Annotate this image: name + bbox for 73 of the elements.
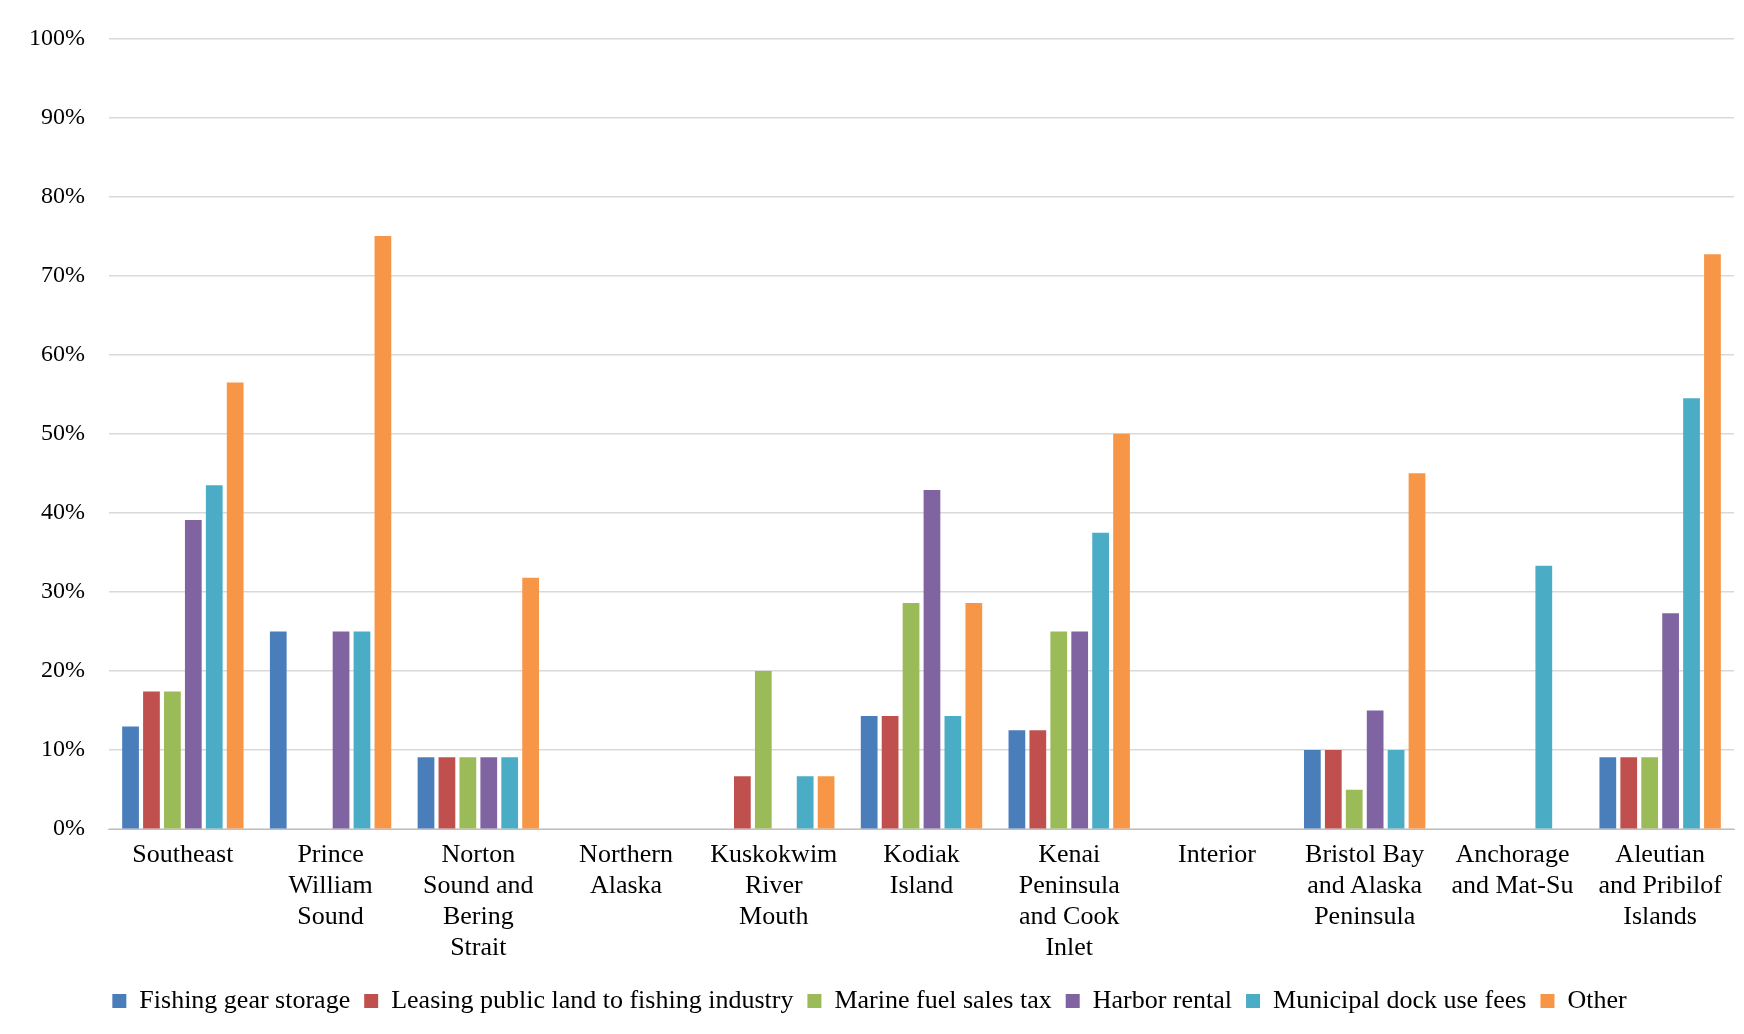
bar — [459, 757, 477, 829]
x-tick-label: Aleutian and Pribilof Islands — [1598, 838, 1723, 931]
y-tick-label: 20% — [40, 656, 85, 683]
bar — [205, 485, 223, 829]
bar — [944, 716, 962, 829]
bar — [1704, 254, 1721, 829]
bar — [332, 631, 350, 829]
bar — [501, 757, 519, 829]
x-tick-label: Anchorage and Mat-Su — [1451, 838, 1574, 899]
bar — [480, 757, 498, 829]
bar — [1113, 433, 1130, 829]
y-tick-label: 40% — [40, 498, 85, 525]
x-tick-label: Northern Alaska — [579, 838, 673, 899]
y-tick-label: 0% — [52, 814, 85, 841]
bar — [184, 520, 202, 829]
bar — [1641, 757, 1659, 829]
y-tick-label: 100% — [28, 23, 85, 50]
bar — [860, 716, 878, 829]
bar — [902, 603, 920, 829]
x-tick-label: Interior — [1177, 838, 1257, 868]
y-tick-label: 80% — [40, 181, 85, 208]
legend-label: Other — [1567, 984, 1627, 1014]
y-tick-label: 70% — [40, 260, 85, 287]
bar — [1303, 750, 1321, 829]
x-tick-label: Prince William Sound — [288, 838, 373, 931]
bar — [1387, 750, 1405, 829]
x-tick-label: Southeast — [132, 838, 235, 868]
legend-label: Harbor rental — [1092, 984, 1233, 1014]
bar — [269, 631, 287, 829]
x-tick-label: Kodiak Island — [883, 838, 960, 899]
bar — [353, 631, 371, 829]
bar — [522, 577, 539, 829]
x-tick-label: Norton Sound and Bering Strait — [423, 838, 534, 962]
bar — [1683, 398, 1700, 829]
y-tick-label: 10% — [40, 735, 85, 762]
y-tick-label: 90% — [40, 102, 85, 129]
bar — [122, 726, 139, 829]
bar — [1071, 631, 1089, 829]
bar — [1408, 473, 1426, 829]
bar — [1345, 789, 1363, 829]
x-tick-label: Kenai Peninsula and Cook Inlet — [1018, 838, 1121, 962]
x-tick-label: Kuskokwim River Mouth — [710, 838, 838, 931]
y-tick-label: 50% — [40, 419, 85, 446]
bar — [754, 671, 772, 829]
x-tick-label: Bristol Bay and Alaska Peninsula — [1305, 838, 1425, 931]
bar — [438, 757, 456, 829]
bar — [1366, 710, 1384, 829]
bar — [1008, 730, 1026, 829]
bar — [374, 236, 392, 829]
bar — [923, 489, 941, 829]
legend-label: Leasing public land to fishing industry — [391, 984, 794, 1014]
bar — [1324, 750, 1342, 829]
y-tick-label: 60% — [40, 340, 85, 367]
bar — [881, 716, 899, 829]
legend-label: Marine fuel sales tax — [834, 984, 1052, 1014]
legend-label: Fishing gear storage — [139, 984, 351, 1014]
bar — [1620, 757, 1638, 829]
bar — [1029, 730, 1047, 829]
bar — [1092, 532, 1109, 829]
bar — [1050, 631, 1068, 829]
bar — [226, 382, 244, 829]
bar — [817, 776, 835, 829]
y-tick-label: 30% — [40, 577, 85, 604]
bar — [164, 691, 181, 829]
bar — [965, 603, 983, 829]
bar — [734, 776, 751, 829]
bar — [1535, 565, 1553, 829]
bar — [796, 776, 814, 829]
bar — [143, 691, 160, 829]
bar — [1662, 613, 1679, 829]
bar — [417, 757, 435, 829]
legend-label: Municipal dock use fees — [1273, 984, 1527, 1014]
bar — [1599, 757, 1617, 829]
